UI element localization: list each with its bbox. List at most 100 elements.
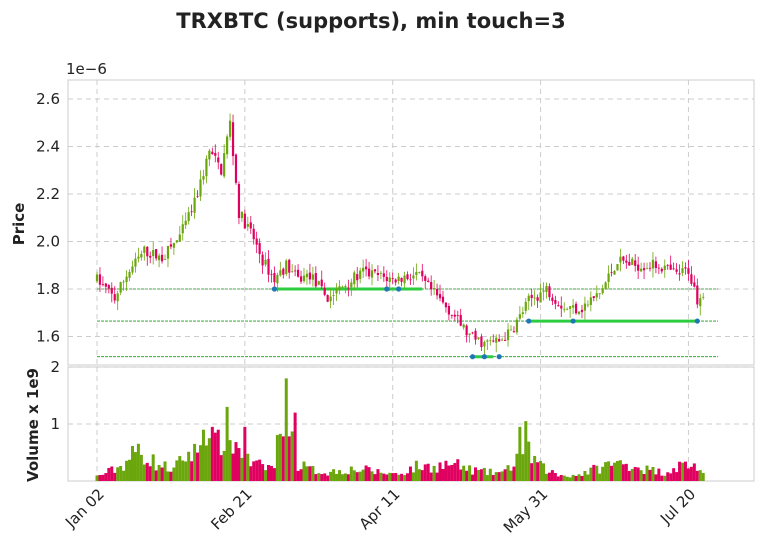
volume-bar <box>340 474 344 481</box>
candle-body <box>397 276 400 282</box>
candle-body <box>444 302 448 308</box>
candle-body <box>634 260 637 266</box>
volume-bar <box>701 472 705 481</box>
candle-body <box>261 254 264 266</box>
candle-body <box>628 261 631 266</box>
volume-bar <box>326 475 330 481</box>
candle-body <box>498 339 501 342</box>
volume-bar <box>228 440 232 481</box>
price-offset-label: 1e−6 <box>66 60 107 78</box>
volume-bar <box>604 462 608 481</box>
candle-body <box>359 270 362 279</box>
volume-bar <box>160 467 164 481</box>
support-lines <box>97 287 718 359</box>
volume-bar <box>255 460 259 481</box>
candle-body <box>234 154 238 183</box>
candle-body <box>231 122 235 157</box>
volume-bar <box>98 475 102 481</box>
volume-bar <box>681 462 685 481</box>
candle-body <box>160 254 164 262</box>
candle-body <box>503 339 507 341</box>
candle-body <box>122 281 125 283</box>
volume-bar <box>240 457 244 481</box>
volume-bar <box>234 442 238 481</box>
volume-bar <box>403 475 407 481</box>
volume-bar <box>698 470 702 481</box>
volume-bar <box>358 471 362 481</box>
volume-bar <box>580 475 584 481</box>
candle-body <box>642 268 646 271</box>
volume-bar <box>642 473 646 481</box>
candle-body <box>465 325 468 336</box>
volume-bar <box>482 467 486 481</box>
candle-body <box>483 342 486 347</box>
candle-body <box>518 314 521 319</box>
volume-bar <box>284 378 288 481</box>
volume-bar <box>269 465 273 481</box>
volume-bar <box>485 475 489 481</box>
candle-body <box>365 266 368 270</box>
candle-body <box>506 329 510 341</box>
candle-body <box>140 253 143 258</box>
volume-bar <box>530 463 534 481</box>
candle-body <box>249 222 252 229</box>
candle-body <box>379 272 382 274</box>
candle-body <box>480 336 483 348</box>
volume-bar <box>216 429 220 481</box>
volume-bar <box>515 453 519 481</box>
volume-bar <box>663 475 667 481</box>
volume-bar <box>376 469 380 481</box>
volume-bar <box>181 460 185 481</box>
candle-body <box>406 274 409 280</box>
candle-body <box>152 249 155 257</box>
candle-body <box>273 272 276 283</box>
candle-body <box>187 212 190 222</box>
candle-body <box>208 150 211 160</box>
volume-bar <box>465 470 469 481</box>
candle-body <box>400 277 403 282</box>
candle-body <box>394 279 397 283</box>
x-ticks: Jan 02 Feb 21 Apr 11 May 31 Jul 20 <box>61 485 699 537</box>
volume-bar <box>302 461 306 481</box>
volume-bar <box>225 406 229 481</box>
price-tick-label: 2.4 <box>36 138 60 156</box>
volume-bar <box>275 435 279 481</box>
candle-body <box>456 315 459 317</box>
volume-bar <box>166 471 170 481</box>
volume-bar <box>512 466 516 481</box>
candle-body <box>228 120 232 137</box>
volume-bar <box>122 470 126 481</box>
volume-bar <box>500 471 504 481</box>
volume-bar <box>468 465 472 481</box>
candle-body <box>492 340 495 342</box>
candle-body <box>184 220 187 226</box>
candle-body <box>341 286 344 288</box>
candle-body <box>373 269 377 272</box>
volume-bar <box>193 443 197 481</box>
volume-bar <box>444 460 448 481</box>
candle-body <box>421 270 424 277</box>
candle-body <box>598 293 601 295</box>
volume-bar <box>406 473 409 481</box>
volume-bar <box>686 468 690 481</box>
volume-bar <box>574 475 578 481</box>
volume-bar <box>290 431 294 481</box>
volume-bar <box>367 467 371 481</box>
support-touch-point <box>570 318 576 324</box>
volume-bar <box>293 412 297 481</box>
volume-bar <box>320 474 324 481</box>
volume-bar <box>536 462 540 481</box>
volume-bar <box>101 474 105 481</box>
volume-bar <box>107 468 111 481</box>
volume-bar <box>544 473 548 481</box>
candle-body <box>604 282 607 290</box>
volume-bar <box>95 475 99 481</box>
volume-bar <box>116 467 120 481</box>
candle-body <box>119 282 122 293</box>
candle-body <box>657 267 660 269</box>
candle-body <box>613 271 616 275</box>
candle-body <box>663 265 666 270</box>
volume-bar <box>237 448 241 481</box>
volume-bar <box>305 466 309 481</box>
candle-body <box>548 286 551 298</box>
